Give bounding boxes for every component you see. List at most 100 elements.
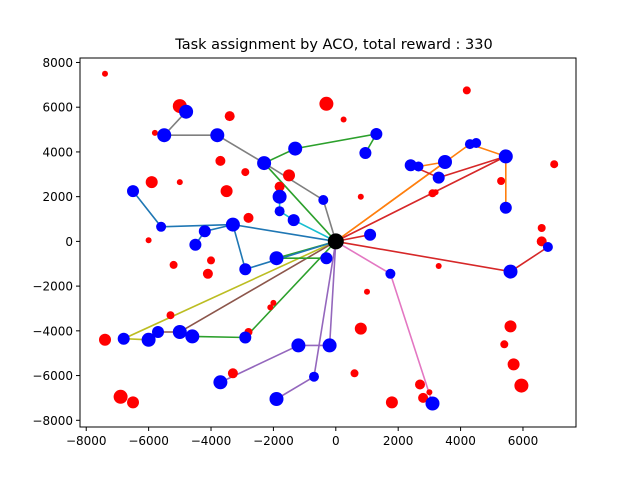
visited-task-point [272,189,287,204]
unvisited-task-point [102,70,108,77]
visited-task-point [225,217,240,232]
unvisited-task-point [220,185,233,198]
visited-task-point [322,338,337,353]
visited-task-point [498,149,513,164]
route-line [335,240,434,404]
visited-task-point [239,331,252,344]
visited-task-point [239,263,252,276]
unvisited-task-point [151,129,158,136]
plot-area [99,70,559,411]
unvisited-task-point [357,193,364,200]
depot-point [327,233,344,250]
unvisited-task-point [145,176,158,189]
unvisited-task-point [500,340,509,349]
route-line [158,240,337,333]
unvisited-task-point [176,179,183,186]
plot-frame [79,57,577,428]
unvisited-task-point [166,311,175,320]
y-tick-label: −4000 [32,324,73,338]
unvisited-task-point [497,177,506,185]
visited-task-point [156,221,167,232]
route-line [192,240,337,339]
visited-task-point [185,329,200,344]
visited-task-point [189,238,202,251]
unvisited-task-point [504,320,517,333]
unvisited-task-point [215,155,226,166]
unvisited-task-point [283,169,295,182]
unvisited-task-point [537,224,546,232]
unvisited-task-point [243,212,254,223]
visited-task-point [257,156,272,171]
x-tick-label: −6000 [128,434,169,448]
x-tick-label: 6000 [508,434,539,448]
visited-task-point [152,326,164,338]
chart-title: Task assignment by ACO, total reward : 3… [174,37,492,53]
unvisited-task-point [435,263,442,269]
unvisited-task-point [432,189,439,196]
unvisited-task-point [224,111,235,122]
visited-task-point [404,159,417,172]
route-line [220,241,337,384]
unvisited-task-point [350,369,359,378]
x-tick-label: 4000 [445,434,476,448]
visited-task-point [425,396,440,411]
visited-task-point [364,228,377,241]
visited-task-point [318,195,329,205]
unvisited-task-point [507,358,520,371]
unvisited-task-point [241,168,250,177]
unvisited-task-point [550,160,559,169]
unvisited-task-point [274,181,285,192]
unvisited-task-point [127,396,139,409]
visited-task-point [141,332,156,347]
y-tick-label: −8000 [32,414,73,428]
visited-task-point [309,371,319,382]
visited-task-point [359,147,372,159]
route-line [335,143,507,243]
y-tick-label: 0 [65,235,73,249]
y-tick-label: 6000 [42,101,73,115]
visited-task-point [438,155,452,169]
y-tick-label: 8000 [42,56,73,70]
visited-task-point [157,128,172,143]
visited-task-point [172,325,187,339]
unvisited-task-point [514,378,529,393]
unvisited-task-point [385,396,398,409]
x-tick-label: −4000 [191,434,232,448]
unvisited-task-point [227,368,238,379]
visited-task-point [291,338,306,353]
visited-task-point [213,375,228,390]
x-tick-label: −2000 [253,434,294,448]
visited-task-point [542,242,553,252]
visited-task-point [127,185,139,198]
unvisited-task-point [113,389,128,404]
x-tick-label: −8000 [66,434,107,448]
unvisited-task-point [270,299,277,306]
visited-task-point [503,264,518,279]
route-line [335,240,549,273]
visited-task-point [288,141,303,156]
route-line [278,196,337,243]
visited-task-point [370,128,383,140]
visited-task-point [320,252,333,265]
visited-task-point [432,171,445,184]
y-tick-label: −6000 [32,369,73,383]
y-tick-label: 4000 [42,145,73,159]
visited-task-point [117,332,130,345]
unvisited-task-point [415,379,425,390]
unvisited-task-point [319,96,334,111]
x-tick-label: 0 [332,434,340,448]
unvisited-task-point [207,256,215,265]
visited-task-point [274,206,285,217]
route-line [132,190,233,228]
unvisited-task-point [364,288,370,295]
route-line [335,155,507,243]
y-axis: −8000 −6000 −4000 −2000 0 2000 4000 6000 8000 [32,56,80,428]
visited-task-point [287,214,300,227]
route-line [245,240,337,271]
unvisited-task-point [426,389,433,396]
visited-task-point [210,128,225,143]
x-tick-label: 2000 [383,434,414,448]
unvisited-task-point [340,116,347,123]
route-line [123,240,337,341]
